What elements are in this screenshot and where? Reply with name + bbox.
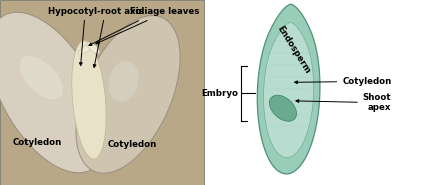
Ellipse shape — [87, 42, 100, 54]
Text: Cotyledon: Cotyledon — [295, 77, 391, 86]
Text: Foliage leaves: Foliage leaves — [130, 7, 200, 16]
Text: Endosperm: Endosperm — [276, 24, 312, 75]
Text: Shoot
apex: Shoot apex — [296, 93, 391, 112]
Bar — [0, 0, 204, 185]
Text: Cotyledon: Cotyledon — [108, 140, 157, 149]
Text: Embryo: Embryo — [201, 89, 238, 98]
Ellipse shape — [0, 12, 107, 173]
Text: Cotyledon: Cotyledon — [12, 138, 62, 147]
Polygon shape — [257, 4, 320, 174]
Ellipse shape — [79, 43, 92, 55]
Ellipse shape — [270, 95, 296, 121]
Ellipse shape — [108, 61, 139, 102]
Text: Hypocotyl-root axis: Hypocotyl-root axis — [48, 7, 143, 16]
Ellipse shape — [20, 56, 63, 99]
Polygon shape — [263, 23, 314, 158]
Ellipse shape — [76, 16, 180, 173]
Ellipse shape — [72, 41, 106, 159]
